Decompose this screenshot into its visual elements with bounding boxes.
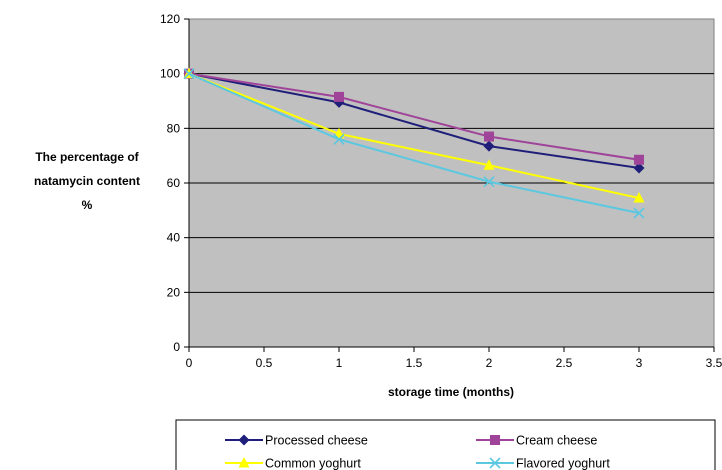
data-point-cream-cheese — [634, 154, 644, 165]
data-point-flavored-yoghurt — [483, 176, 495, 188]
legend: Processed cheese Cream cheese Common yoghu… — [175, 419, 716, 470]
series-line-common-yoghurt — [188, 72, 640, 200]
legend-marker — [489, 457, 501, 469]
data-point-flavored-yoghurt — [633, 207, 645, 219]
x-tick-label: 3.5 — [706, 356, 722, 370]
gridlines — [189, 73, 714, 293]
legend-marker — [238, 457, 250, 468]
series-layer — [183, 67, 645, 219]
y-axis-title-line-3: % — [82, 198, 93, 212]
legend-entries: Processed cheese Cream cheese Common yoghu… — [225, 434, 610, 470]
y-axis-title-line-1: The percentage of — [35, 150, 139, 164]
x-tick-labels: 0 0.5 1 1.5 2 2.5 3 3.5 — [186, 347, 722, 370]
y-tick-label: 0 — [173, 340, 180, 354]
y-tick-label: 120 — [160, 12, 180, 26]
legend-item-processed-cheese: Processed cheese — [225, 434, 368, 448]
x-axis-title: storage time (months) — [388, 385, 514, 399]
data-point-flavored-yoghurt — [183, 68, 195, 80]
data-point-common-yoghurt — [483, 159, 495, 170]
y-tick-label: 60 — [167, 176, 181, 190]
legend-item-common-yoghurt: Common yoghurt — [225, 457, 361, 470]
y-tick-labels: 0 20 40 60 80 100 120 — [160, 12, 189, 354]
y-tick-label: 80 — [167, 121, 181, 135]
series-flavored-yoghurt — [183, 68, 645, 219]
series-line-processed-cheese — [188, 72, 640, 169]
legend-item-cream-cheese: Cream cheese — [476, 434, 597, 448]
legend-label: Processed cheese — [265, 434, 368, 448]
x-tick-label: 1 — [336, 356, 343, 370]
legend-marker — [238, 434, 250, 446]
x-tick-label: 2 — [486, 356, 493, 370]
data-point-processed-cheese — [483, 140, 495, 152]
x-tick-label: 0 — [186, 356, 193, 370]
x-tick-label: 0.5 — [256, 356, 273, 370]
legend-marker — [490, 435, 500, 445]
y-axis-title-line-2: natamycin content — [34, 174, 140, 188]
data-point-common-yoghurt — [633, 192, 645, 203]
series-line-flavored-yoghurt — [188, 72, 640, 215]
data-point-flavored-yoghurt — [333, 133, 345, 145]
y-tick-label: 100 — [160, 67, 180, 81]
x-tick-label: 3 — [636, 356, 643, 370]
data-point-cream-cheese — [484, 131, 494, 142]
y-tick-label: 40 — [167, 231, 181, 245]
y-tick-label: 20 — [167, 285, 181, 299]
legend-item-flavored-yoghurt: Flavored yoghurt — [476, 457, 610, 470]
x-tick-label: 2.5 — [556, 356, 573, 370]
series-line-cream-cheese — [188, 72, 640, 161]
legend-label: Flavored yoghurt — [516, 457, 610, 470]
x-tick-label: 1.5 — [406, 356, 423, 370]
legend-label: Cream cheese — [516, 434, 597, 448]
data-point-processed-cheese — [633, 162, 645, 174]
legend-box — [175, 419, 716, 470]
data-point-cream-cheese — [334, 91, 344, 102]
legend-label: Common yoghurt — [265, 457, 361, 470]
